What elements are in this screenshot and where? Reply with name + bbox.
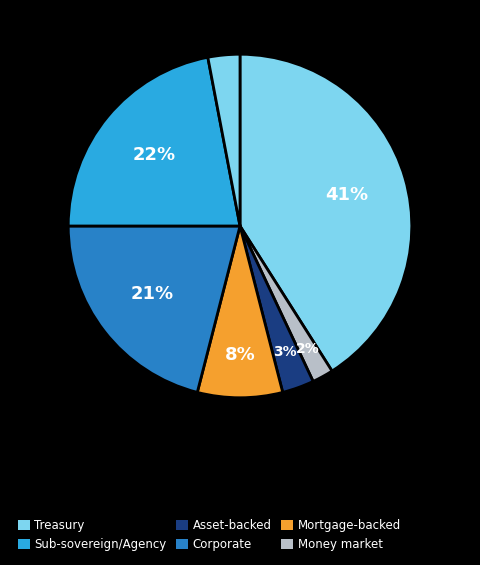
Text: 3%: 3% xyxy=(274,345,297,359)
Text: 41%: 41% xyxy=(325,186,369,204)
Wedge shape xyxy=(240,226,332,381)
Wedge shape xyxy=(68,226,240,392)
Wedge shape xyxy=(240,226,313,392)
Wedge shape xyxy=(197,226,283,398)
Wedge shape xyxy=(68,57,240,226)
Text: 2%: 2% xyxy=(296,342,320,357)
Wedge shape xyxy=(208,54,240,226)
Wedge shape xyxy=(240,54,412,371)
Text: 21%: 21% xyxy=(130,285,173,303)
Text: 22%: 22% xyxy=(132,146,176,164)
Text: 8%: 8% xyxy=(225,346,255,364)
Legend: Treasury, Sub-sovereign/Agency, Asset-backed, Corporate, Mortgage-backed, Money : Treasury, Sub-sovereign/Agency, Asset-ba… xyxy=(15,517,403,554)
